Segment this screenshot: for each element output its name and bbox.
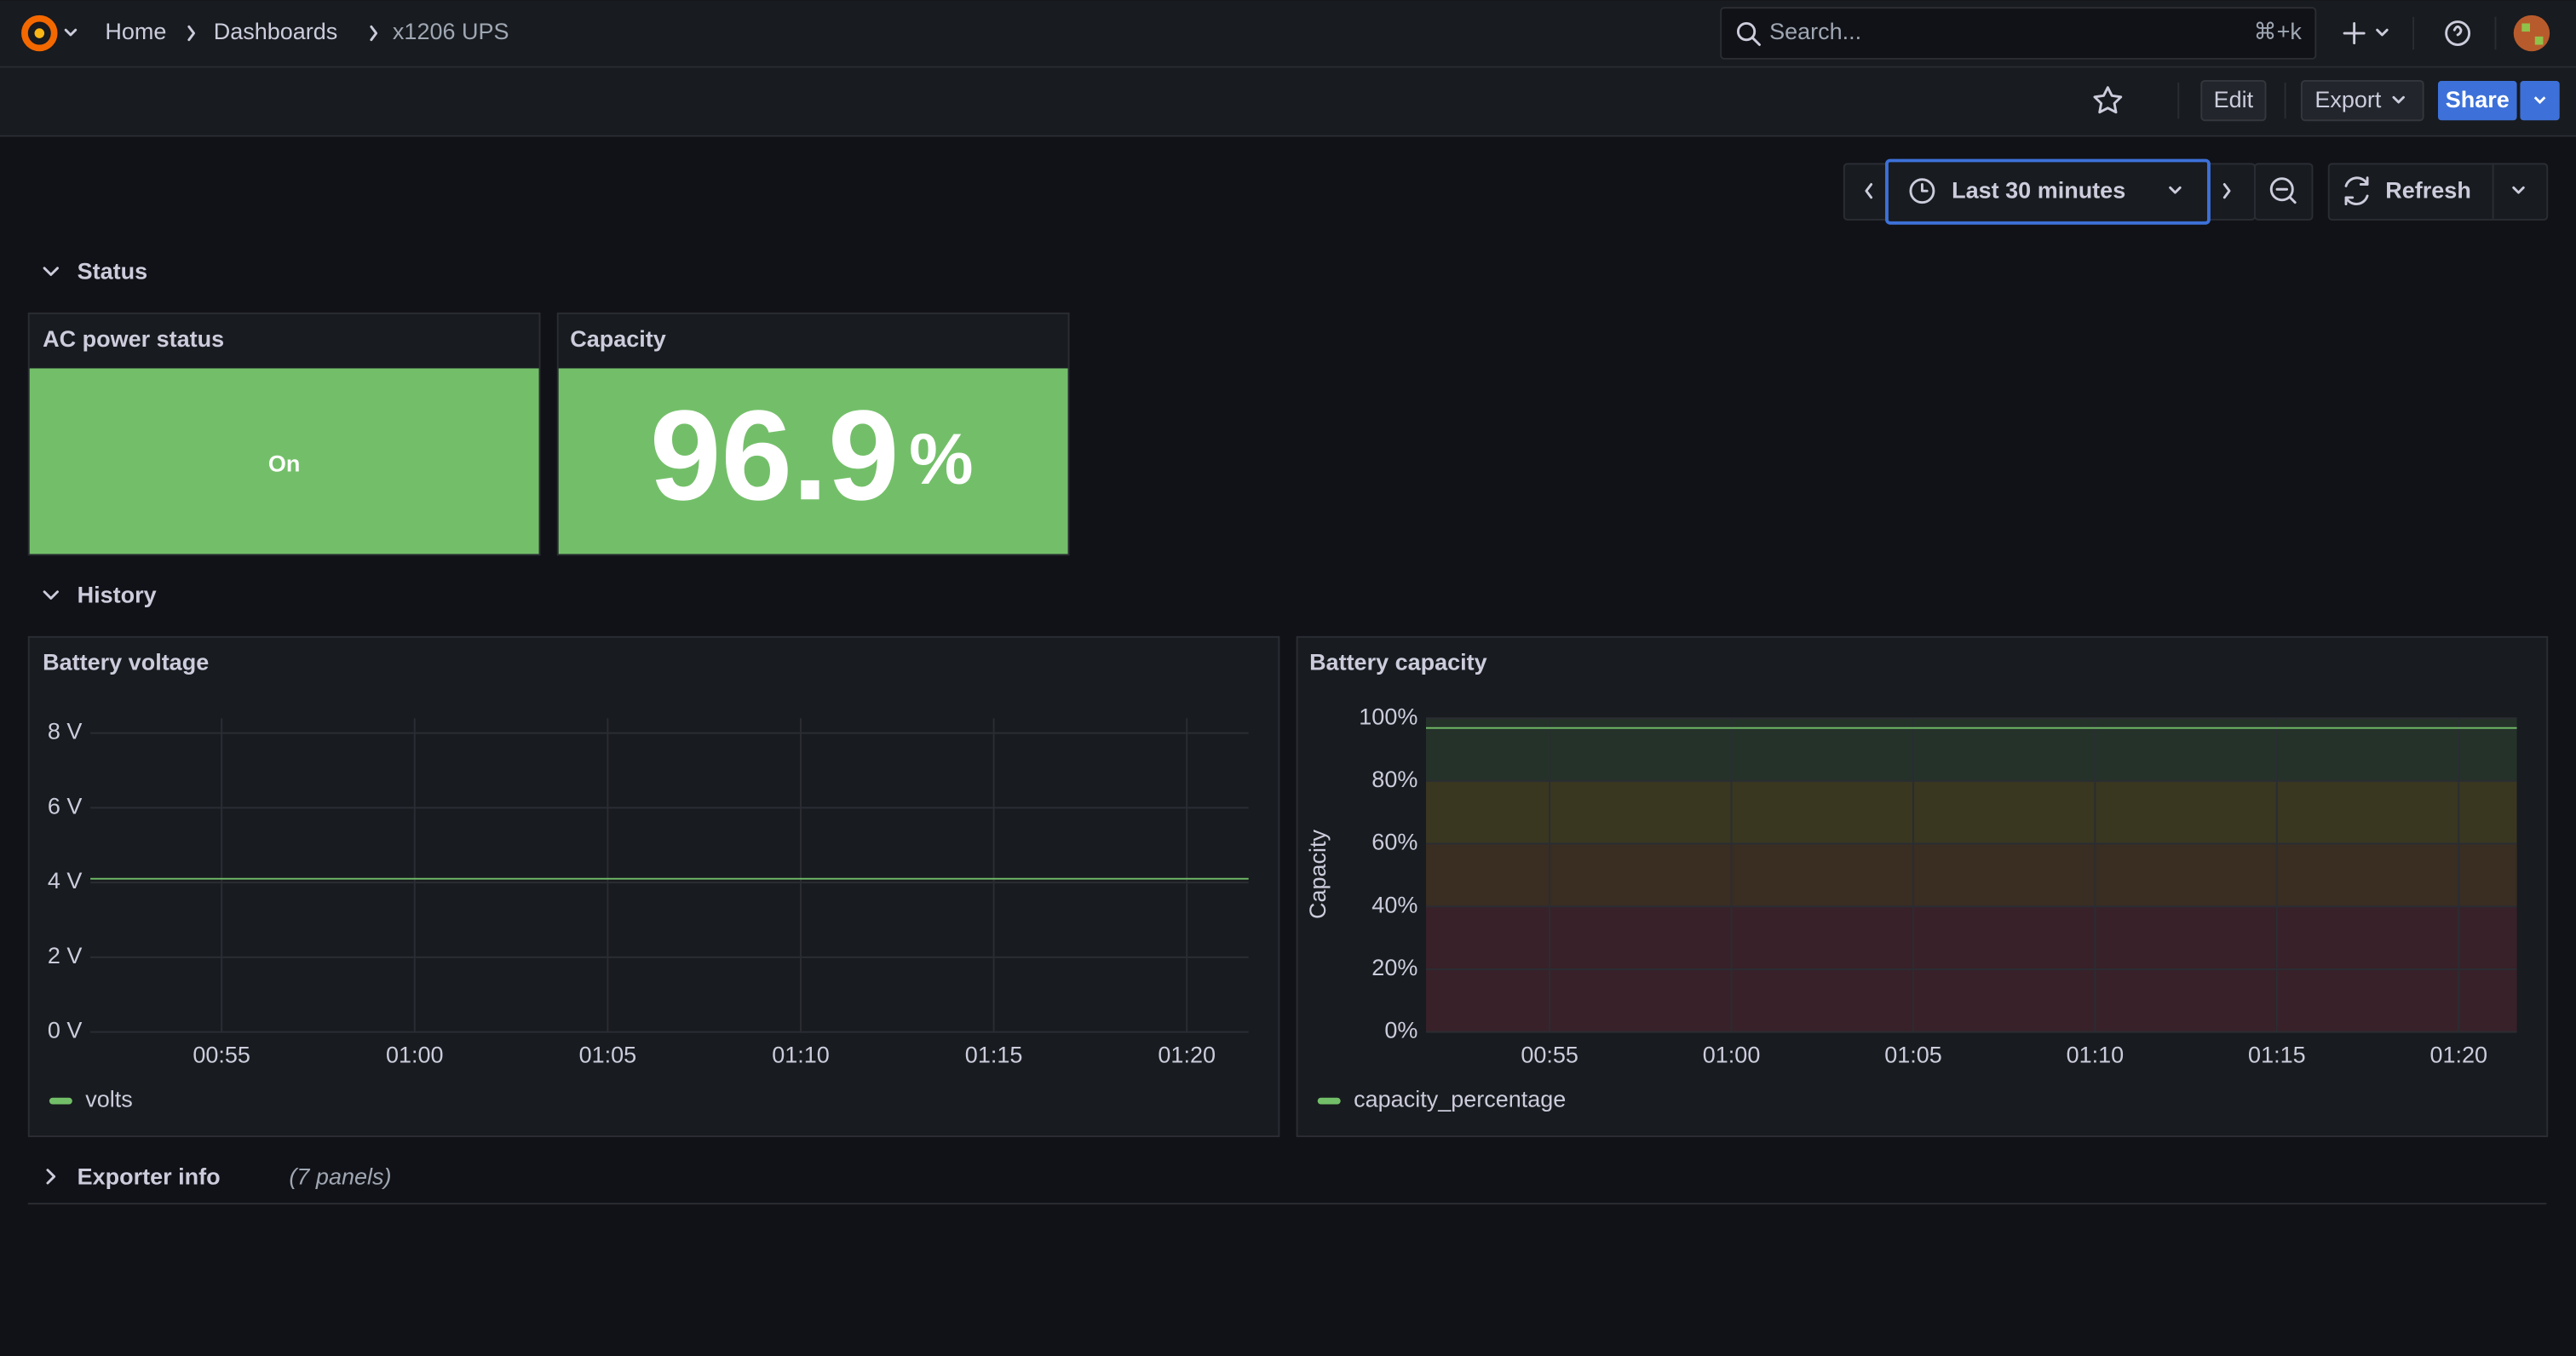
button-label: Share [2446,87,2510,112]
shortcut: ⌘+k [2254,19,2303,44]
stat-background [29,368,539,554]
y-tick-label: 6 V [48,793,83,819]
panel-title: AC power status [43,326,224,352]
next-button[interactable] [2222,183,2231,199]
breadcrumb[interactable]: Dashboards [214,19,338,44]
y-tick-label: 2 V [48,943,83,968]
x-tick-label: 01:20 [1158,1043,1216,1068]
stat-background [558,368,1068,554]
legend-swatch [49,1097,72,1105]
avatar[interactable] [2513,14,2550,52]
y-axis-label: Capacity [1305,829,1331,919]
y-tick-label: 40% [1371,892,1417,917]
separator [187,25,196,42]
edit-button[interactable]: Edit [2200,80,2267,122]
y-tick-label: 80% [1371,767,1417,792]
y-tick-label: 4 V [48,868,83,893]
zoom-out-button[interactable] [2254,163,2314,221]
y-tick-label: 0% [1384,1018,1417,1043]
threshold-band [1426,843,2517,907]
panel-title: Battery capacity [1309,650,1487,675]
x-tick-label: 01:10 [2067,1043,2125,1068]
stat-text: 96.9% [650,383,974,526]
toolbar [0,67,2576,135]
range-button[interactable]: Last 30 minutes [1885,158,2211,225]
x-tick-label: 01:05 [1884,1043,1942,1068]
row-title[interactable]: Exporter info [78,1164,221,1189]
x-tick-label: 00:55 [1521,1043,1578,1068]
help-button[interactable] [2445,20,2471,46]
row-title[interactable]: Status [78,259,148,284]
row-toggle[interactable] [43,590,59,600]
y-tick-label: 100% [1359,704,1417,729]
y-tick-label: 60% [1371,830,1417,855]
stat-panel: Capacity 96.9% [556,312,1070,556]
stat-value: On [268,451,301,476]
row-toggle[interactable] [46,1169,56,1185]
row-title[interactable]: History [78,583,157,608]
export-button[interactable]: Export [2300,80,2424,122]
y-tick-label: 0 V [48,1018,83,1043]
search-placeholder: Search... [1769,19,1861,44]
legend-label[interactable]: capacity_percentage [1354,1087,1566,1112]
x-tick-label: 00:55 [193,1043,250,1068]
legend-label[interactable]: volts [85,1087,133,1112]
y-tick-label: 8 V [48,719,83,744]
range-label: Last 30 minutes [1952,177,2125,203]
stat-panel: AC power status On [27,312,541,556]
button-label: Export [2314,87,2382,112]
logo[interactable] [21,14,78,52]
star-button[interactable] [2093,86,2123,114]
time-picker: Last 30 minutes Refresh [1843,158,2549,225]
x-tick-label: 01:15 [965,1043,1023,1068]
breadcrumb: x1206 UPS [393,19,509,44]
legend-swatch [1317,1097,1341,1105]
stat-value: 96.9 [650,383,900,526]
x-tick-label: 01:10 [772,1043,830,1068]
x-tick-label: 01:20 [2429,1043,2487,1068]
panel-title: Capacity [570,326,666,352]
threshold-band [1426,780,2517,844]
panel-title: Battery voltage [43,650,209,675]
share-button[interactable]: Share [2438,80,2560,121]
refresh-button[interactable]: Refresh [2327,163,2549,221]
prev-button[interactable] [1865,183,1873,199]
stat-unit: % [909,419,973,500]
new-button[interactable] [2343,22,2389,45]
x-tick-label: 01:00 [386,1043,444,1068]
breadcrumb[interactable]: Home [105,19,166,44]
x-tick-label: 01:00 [1703,1043,1761,1068]
panel-frame [27,635,1280,1138]
x-tick-label: 01:05 [579,1043,637,1068]
x-tick-label: 01:15 [2248,1043,2306,1068]
separator [370,25,378,42]
y-tick-label: 20% [1371,955,1417,980]
search-box[interactable]: Search... ⌘+k [1720,7,2317,60]
panel-frame [1296,635,2549,1138]
row-toggle[interactable] [43,267,59,276]
refresh-label: Refresh [2385,177,2471,203]
chevron [64,28,78,37]
button-label: Edit [2214,87,2254,112]
row-note: (7 panels) [289,1164,391,1189]
